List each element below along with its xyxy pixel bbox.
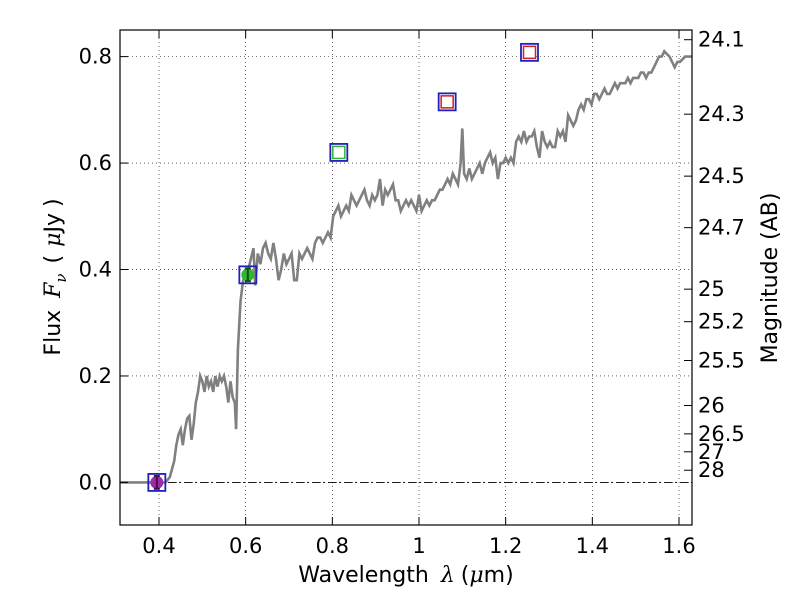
magnitude-tick-label: 24.3 — [698, 102, 745, 126]
magnitude-tick-label: 24.7 — [698, 216, 745, 240]
point-box — [147, 473, 167, 492]
point-box — [329, 143, 349, 162]
magnitude-tick-label: 28 — [698, 458, 725, 482]
y-tick-label: 0.0 — [79, 470, 112, 494]
magnitude-tick-label: 25 — [698, 277, 725, 301]
x-tick-label: 1.2 — [489, 534, 522, 558]
magnitude-tick-label: 25.2 — [698, 310, 745, 334]
y-axis-label: FluxFν(μJy) — [41, 198, 70, 355]
y-tick-label: 0.6 — [79, 151, 112, 175]
point-marker — [332, 145, 346, 160]
x-tick-label: 0.4 — [142, 534, 175, 558]
y-tick-label: 0.8 — [79, 45, 112, 69]
photometry-point — [329, 143, 349, 162]
photometry-points — [147, 42, 539, 492]
x-axis-ticks: 0.4 0.6 0.8 1 1.2 1.4 1.6 — [142, 30, 696, 558]
magnitude-tick-label: 26 — [698, 393, 725, 417]
magnitude-tick-label: 24.5 — [698, 164, 745, 188]
point-box — [437, 92, 457, 112]
x-tick-label: 1 — [412, 534, 425, 558]
grid-lines — [120, 30, 692, 525]
photometry-point — [238, 265, 258, 285]
photometry-point — [437, 92, 457, 112]
y-axis-ticks: 0.0 0.2 0.4 0.6 0.8 — [79, 45, 128, 494]
photometry-point — [147, 473, 167, 492]
magnitude-axis-label: Magnitude (AB) — [758, 193, 783, 364]
y-tick-label: 0.2 — [79, 364, 112, 388]
photometry-point — [520, 42, 539, 62]
magnitude-tick-label: 24.1 — [698, 28, 745, 52]
magnitude-tick-label: 25.5 — [698, 348, 745, 372]
x-tick-label: 0.8 — [316, 534, 349, 558]
magnitude-tick-label: 27 — [698, 440, 725, 464]
magnitude-tick-label: 26.5 — [698, 422, 745, 446]
y-tick-label: 0.4 — [79, 258, 112, 282]
point-marker — [522, 45, 537, 60]
point-box — [520, 42, 539, 62]
x-axis-label: Wavelength λ (μm) — [298, 563, 513, 588]
point-box — [238, 265, 258, 285]
point-marker — [440, 95, 454, 109]
x-tick-label: 1.4 — [576, 534, 609, 558]
x-tick-label: 0.6 — [229, 534, 262, 558]
x-tick-label: 1.6 — [662, 534, 695, 558]
plot-frame — [119, 29, 693, 526]
spectrum-line — [120, 49, 692, 484]
